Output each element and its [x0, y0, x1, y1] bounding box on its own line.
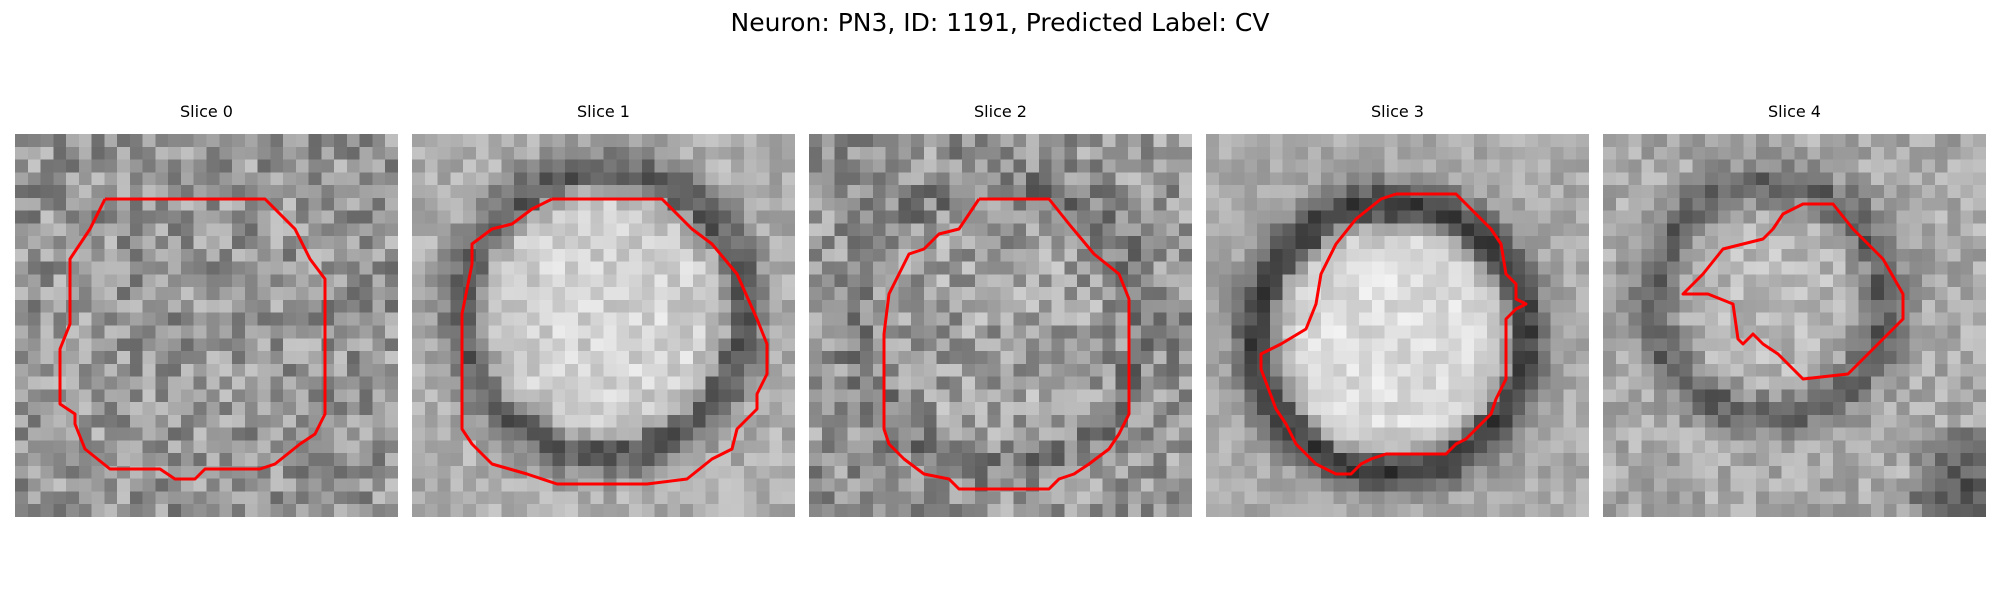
figure-title: Neuron: PN3, ID: 1191, Predicted Label: … [730, 8, 1270, 37]
segmentation-contour [1681, 202, 1905, 381]
slice-panel-1: Slice 1 [412, 100, 795, 517]
segmentation-contour [58, 197, 327, 481]
slice-title: Slice 2 [974, 102, 1027, 121]
slice-panel-2: Slice 2 [809, 100, 1192, 517]
segmentation-contour [1259, 192, 1528, 476]
slice-title: Slice 3 [1371, 102, 1424, 121]
slice-panel-4: Slice 4 [1603, 100, 1986, 517]
slice-title: Slice 1 [577, 102, 630, 121]
slice-title: Slice 4 [1768, 102, 1821, 121]
slice-title: Slice 0 [180, 102, 233, 121]
segmentation-contour [460, 197, 769, 486]
slice-image [1603, 134, 1986, 517]
segmentation-contour [882, 197, 1131, 491]
slice-panel-0: Slice 0 [15, 100, 398, 517]
slice-panel-3: Slice 3 [1206, 100, 1589, 517]
